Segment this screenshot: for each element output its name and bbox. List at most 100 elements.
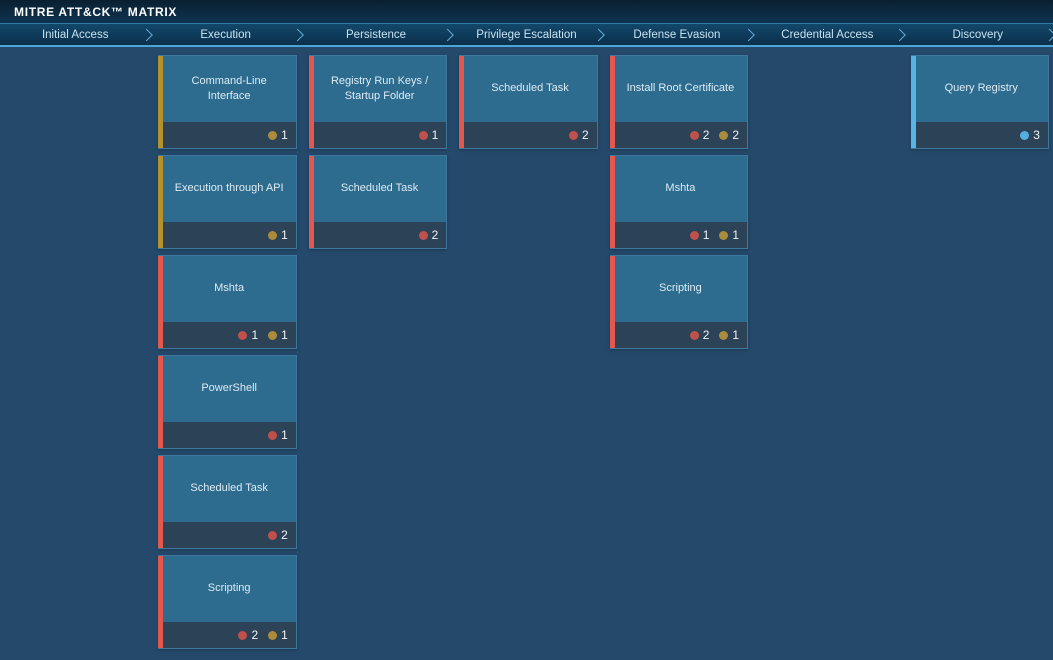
- technique-card-inner: Install Root Certificate 2 2: [609, 56, 748, 148]
- alert-count-value: 1: [251, 328, 259, 342]
- tactic-label: Persistence: [346, 28, 407, 41]
- alert-count-value: 1: [281, 428, 288, 442]
- severity-accent-bar: [609, 256, 615, 348]
- alert-count: 2: [268, 528, 288, 542]
- tactic-label: Initial Access: [41, 28, 109, 41]
- alert-count-value: 2: [702, 328, 710, 342]
- tactic-header-defense-evasion[interactable]: Defense Evasion: [602, 24, 755, 45]
- chevron-right-icon: [1043, 28, 1053, 41]
- tactic-column-privilege-escalation: Scheduled Task 2: [451, 47, 601, 660]
- technique-card-inner: PowerShell 1: [158, 356, 296, 448]
- severity-accent-bar: [609, 156, 615, 248]
- technique-card[interactable]: Command-Line Interface 1: [158, 55, 297, 149]
- technique-card[interactable]: Mshta 1 1: [158, 255, 297, 349]
- tactic-header-credential-access[interactable]: Credential Access: [752, 24, 906, 45]
- alert-count: 1: [268, 128, 288, 142]
- severity-dot-icon: [268, 230, 278, 240]
- technique-card[interactable]: Install Root Certificate 2 2: [609, 55, 749, 149]
- app-title: MITRE ATT&CK™ MATRIX: [14, 4, 178, 19]
- alert-count: 1: [689, 228, 709, 242]
- tactic-header-privilege-escalation[interactable]: Privilege Escalation: [451, 24, 605, 45]
- alert-count: 2: [238, 628, 258, 642]
- technique-card[interactable]: PowerShell 1: [158, 355, 297, 449]
- severity-dot-icon: [268, 630, 278, 640]
- tactic-column-persistence: Registry Run Keys / Startup Folder 1 Sch…: [301, 47, 451, 660]
- technique-counts: 1: [308, 122, 447, 148]
- technique-title: PowerShell: [158, 356, 296, 422]
- technique-title: Scheduled Task: [158, 456, 296, 522]
- technique-card[interactable]: Scripting 2 1: [158, 555, 297, 649]
- alert-count: 1: [418, 128, 438, 142]
- technique-counts: 1 1: [158, 322, 296, 348]
- severity-dot-icon: [418, 130, 428, 140]
- technique-title: Scheduled Task: [459, 56, 597, 122]
- technique-title: Mshta: [158, 256, 296, 322]
- technique-counts: 1: [158, 422, 296, 448]
- severity-dot-icon: [719, 230, 729, 240]
- alert-count: 1: [268, 628, 288, 642]
- tactic-label: Defense Evasion: [633, 28, 721, 41]
- technique-card[interactable]: Scripting 2 1: [609, 255, 749, 349]
- alert-count-value: 1: [281, 628, 288, 642]
- technique-counts: 1 1: [609, 222, 748, 248]
- severity-dot-icon: [719, 130, 729, 140]
- alert-count: 1: [719, 228, 739, 242]
- tactic-header-initial-access[interactable]: Initial Access: [0, 24, 154, 45]
- technique-counts: 2: [459, 122, 597, 148]
- technique-card-inner: Mshta 1 1: [609, 156, 748, 248]
- tactic-column-execution: Command-Line Interface 1 Execution throu…: [150, 47, 300, 660]
- severity-accent-bar: [308, 56, 314, 148]
- technique-counts: 2: [308, 222, 447, 248]
- alert-count-value: 2: [702, 128, 710, 142]
- tactic-label: Discovery: [952, 28, 1003, 41]
- alert-count: 1: [268, 428, 288, 442]
- tactic-header-execution[interactable]: Execution: [150, 24, 304, 45]
- alert-count-value: 3: [1033, 128, 1040, 142]
- tactic-column-credential-access: [752, 47, 902, 660]
- technique-card-inner: Query Registry 3: [910, 56, 1048, 148]
- tactic-label: Execution: [200, 28, 251, 41]
- alert-count: 3: [1020, 128, 1040, 142]
- tactic-header-persistence[interactable]: Persistence: [301, 24, 455, 45]
- alert-count-value: 1: [281, 228, 288, 242]
- technique-title: Install Root Certificate: [609, 56, 748, 122]
- technique-title: Scheduled Task: [308, 156, 447, 222]
- alert-count-value: 1: [732, 228, 740, 242]
- technique-card[interactable]: Query Registry 3: [910, 55, 1049, 149]
- severity-dot-icon: [569, 130, 578, 140]
- alert-count: 1: [719, 328, 739, 342]
- technique-card[interactable]: Scheduled Task 2: [308, 155, 448, 249]
- tactic-header-discovery[interactable]: Discovery: [903, 24, 1053, 45]
- severity-accent-bar: [158, 256, 164, 348]
- technique-card[interactable]: Registry Run Keys / Startup Folder 1: [308, 55, 448, 149]
- alert-count-value: 2: [281, 528, 288, 542]
- technique-card-inner: Registry Run Keys / Startup Folder 1: [308, 56, 447, 148]
- technique-card-inner: Scripting 2 1: [158, 556, 296, 648]
- severity-dot-icon: [689, 130, 699, 140]
- severity-accent-bar: [609, 56, 615, 148]
- tactic-column-discovery: Query Registry 3: [903, 47, 1053, 660]
- alert-count: 1: [268, 328, 288, 342]
- severity-dot-icon: [719, 330, 729, 340]
- technique-title: Command-Line Interface: [158, 56, 296, 122]
- severity-accent-bar: [910, 56, 916, 148]
- alert-count-value: 2: [582, 128, 589, 142]
- technique-counts: 2 2: [609, 122, 748, 148]
- tactic-label: Credential Access: [781, 28, 874, 41]
- technique-counts: 2 1: [609, 322, 748, 348]
- matrix-grid: Command-Line Interface 1 Execution throu…: [0, 47, 1053, 660]
- technique-card[interactable]: Scheduled Task 2: [459, 55, 598, 149]
- severity-accent-bar: [158, 156, 164, 248]
- technique-title: Scripting: [609, 256, 748, 322]
- alert-count: 1: [238, 328, 258, 342]
- technique-card[interactable]: Scheduled Task 2: [158, 455, 297, 549]
- technique-card[interactable]: Mshta 1 1: [609, 155, 749, 249]
- technique-counts: 2: [158, 522, 296, 548]
- technique-card-inner: Scheduled Task 2: [308, 156, 447, 248]
- technique-card[interactable]: Execution through API 1: [158, 155, 297, 249]
- alert-count: 2: [418, 228, 438, 242]
- technique-counts: 1: [158, 122, 296, 148]
- technique-card-inner: Scheduled Task 2: [158, 456, 296, 548]
- tactic-column-defense-evasion: Install Root Certificate 2 2 Mshta 1 1 S…: [602, 47, 752, 660]
